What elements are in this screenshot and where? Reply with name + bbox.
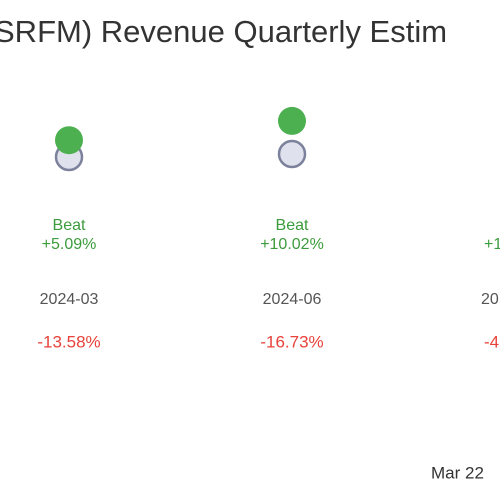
change-label: -4	[484, 332, 499, 351]
estimate-marker	[277, 139, 307, 169]
surprise-label: +10.02%	[260, 236, 324, 253]
actual-marker	[55, 126, 83, 155]
period-label: 2024-03	[40, 291, 99, 308]
change-label: -13.58%	[37, 332, 100, 351]
actual-marker	[278, 106, 306, 135]
result-label: Beat	[53, 217, 86, 234]
change-label: -16.73%	[260, 332, 323, 351]
surprise-label: +1	[484, 236, 500, 253]
result-label: Beat	[276, 217, 309, 234]
period-label: 2024-06	[263, 291, 322, 308]
period-label: 20	[481, 291, 499, 308]
chart-title: SRFM) Revenue Quarterly Estim	[0, 14, 447, 49]
surprise-label: +5.09%	[42, 236, 97, 253]
footer-date: Mar 22	[431, 463, 484, 482]
